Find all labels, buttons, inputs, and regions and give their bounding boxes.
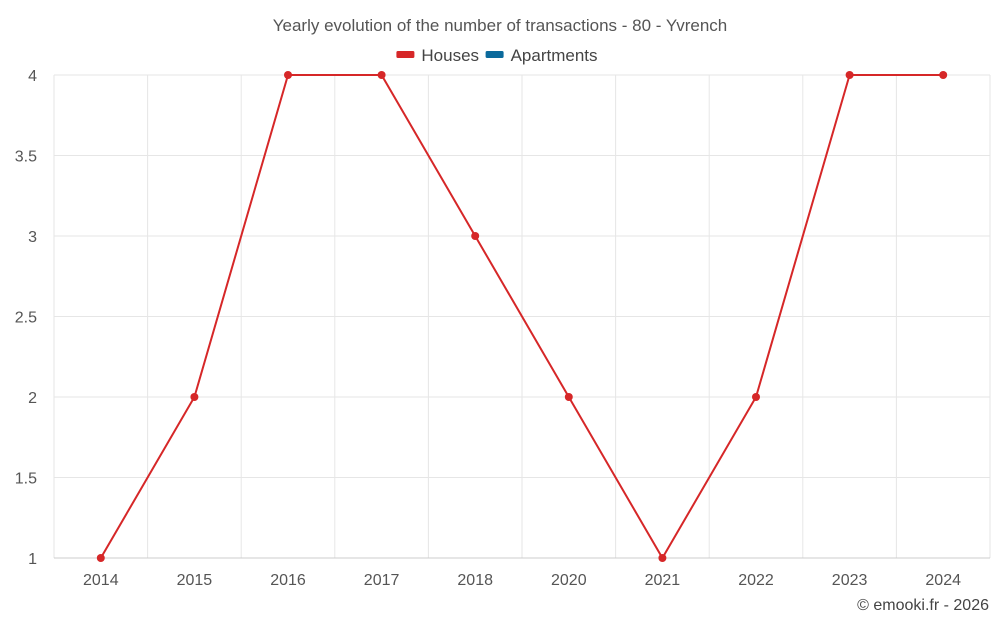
x-tick-label: 2021 (645, 572, 681, 589)
legend-swatch-apartments (486, 51, 504, 58)
data-point-houses (471, 232, 479, 240)
data-point-houses (97, 554, 105, 562)
y-tick-label: 1.5 (15, 471, 37, 488)
x-tick-label: 2018 (457, 572, 493, 589)
x-tick-label: 2022 (738, 572, 774, 589)
legend-item-apartments: Apartments (486, 46, 598, 65)
y-axis-ticks: 1 1.5 2 2.5 3 3.5 4 (15, 68, 37, 568)
data-point-houses (565, 393, 573, 401)
data-point-houses (752, 393, 760, 401)
y-tick-label: 4 (28, 68, 37, 85)
y-tick-label: 2.5 (15, 310, 37, 327)
data-point-houses (658, 554, 666, 562)
x-tick-label: 2024 (925, 572, 961, 589)
x-axis-ticks: 2014 2015 2016 2017 2018 2020 2021 2022 2023 2024 (83, 572, 961, 589)
x-tick-label: 2020 (551, 572, 587, 589)
y-tick-label: 3.5 (15, 149, 37, 166)
x-tick-label: 2023 (832, 572, 868, 589)
data-point-houses (939, 71, 947, 79)
data-point-houses (190, 393, 198, 401)
credit-text: © emooki.fr - 2026 (857, 597, 989, 614)
legend-label-apartments: Apartments (511, 46, 598, 65)
y-tick-label: 3 (28, 229, 37, 246)
x-tick-label: 2015 (177, 572, 213, 589)
x-tick-label: 2014 (83, 572, 119, 589)
legend-swatch-houses (396, 51, 414, 58)
legend-item-houses: Houses (396, 46, 479, 65)
data-point-houses (284, 71, 292, 79)
legend-label-houses: Houses (421, 46, 479, 65)
data-point-houses (846, 71, 854, 79)
y-tick-label: 1 (28, 551, 37, 568)
chart-title: Yearly evolution of the number of transa… (273, 16, 728, 35)
legend: Houses Apartments (396, 46, 597, 65)
x-tick-label: 2016 (270, 572, 306, 589)
y-tick-label: 2 (28, 390, 37, 407)
x-tick-label: 2017 (364, 572, 400, 589)
data-point-houses (378, 71, 386, 79)
